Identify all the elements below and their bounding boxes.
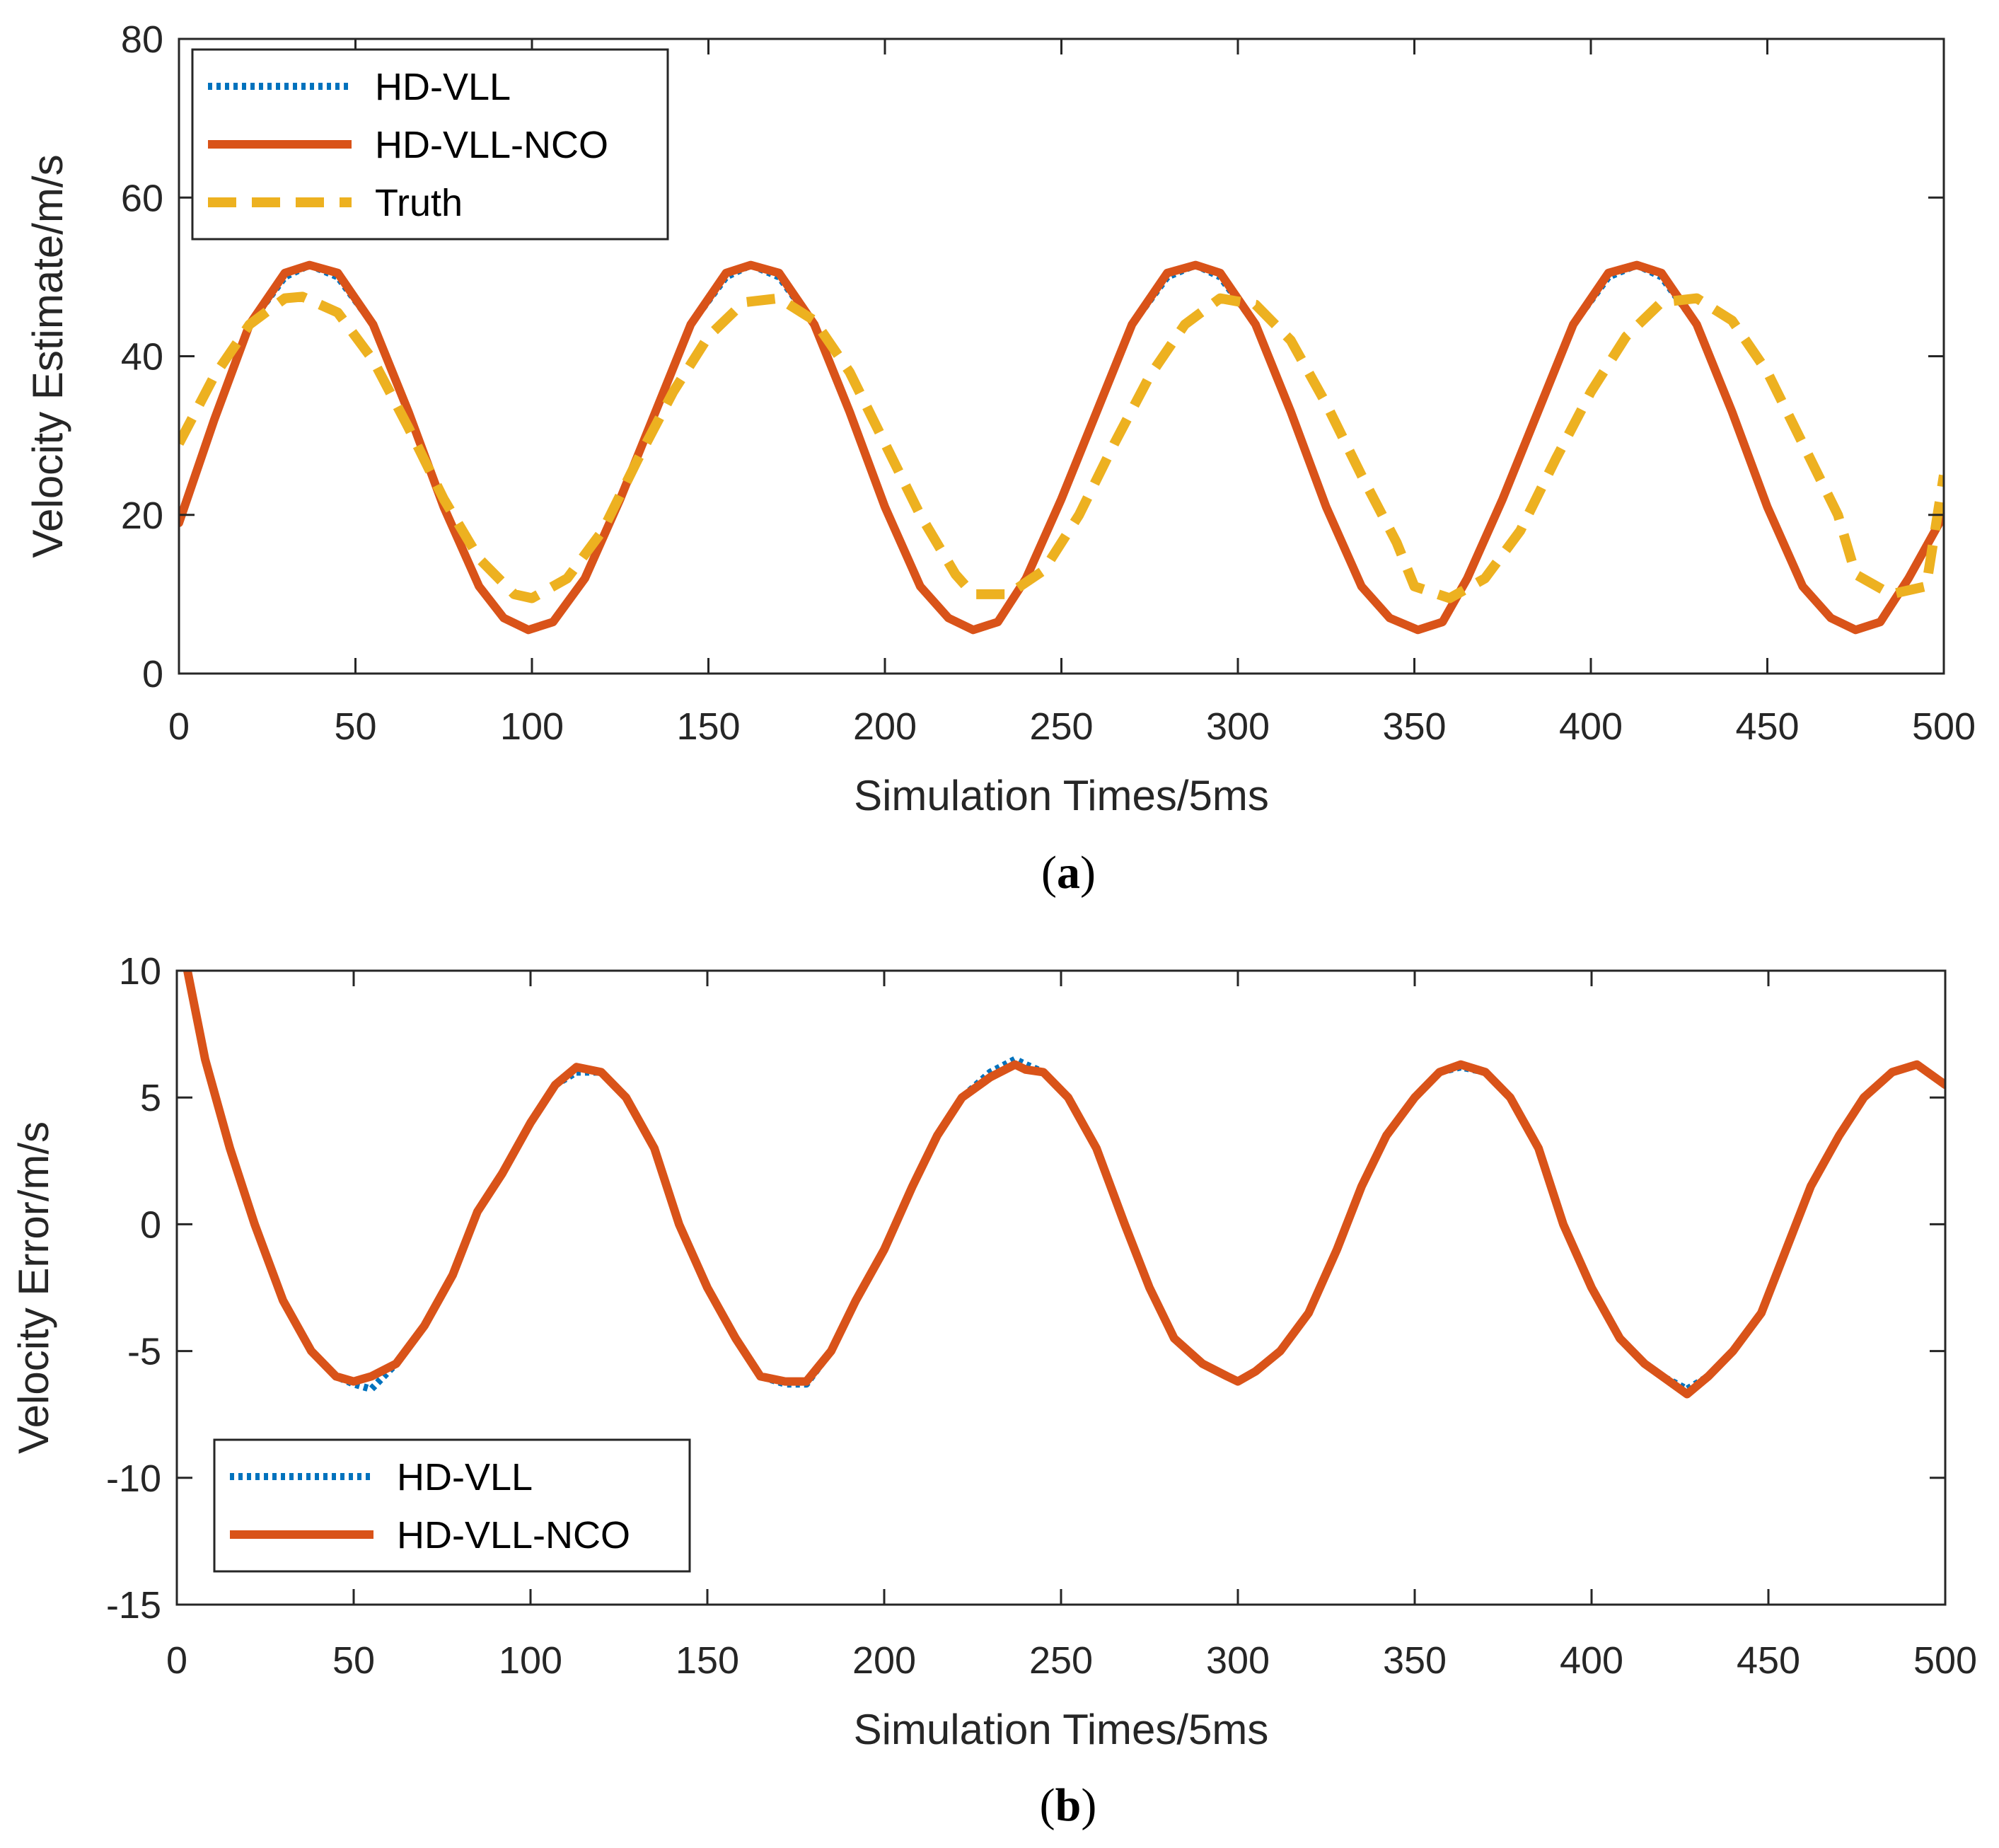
y-tick-label: -5: [127, 1331, 161, 1373]
x-tick-label: 50: [334, 705, 376, 748]
legend: HD-VLL HD-VLL-NCO: [213, 1438, 691, 1573]
y-axis-label: Velocity Estimate/m/s: [24, 154, 71, 558]
panel-a-chart: 0 50 100 150 200 250 300 350 400 450 500 0 20 40 60 80 S…: [24, 18, 1976, 899]
y-tick-label: -15: [106, 1584, 161, 1627]
caption-close-paren: ): [1080, 847, 1096, 899]
y-tick-label: 10: [119, 950, 161, 993]
x-tick-label: 350: [1382, 705, 1446, 748]
y-axis-label: Velocity Error/m/s: [10, 1121, 57, 1454]
legend-label: HD-VLL: [397, 1456, 533, 1498]
x-tick-label: 150: [676, 705, 740, 748]
caption-open-paren: (: [1041, 847, 1057, 899]
legend: HD-VLL HD-VLL-NCO Truth: [191, 48, 669, 241]
y-tick-label: 0: [140, 1203, 161, 1246]
x-tick-label: 450: [1735, 705, 1799, 748]
legend-box: [213, 1438, 691, 1573]
x-tick-label: 400: [1560, 1639, 1623, 1682]
x-tick-label: 300: [1206, 705, 1270, 748]
x-tick-label: 250: [1029, 1639, 1093, 1682]
x-axis-label: Simulation Times/5ms: [854, 1706, 1269, 1753]
x-tick-label: 350: [1383, 1639, 1447, 1682]
x-tick-label: 450: [1737, 1639, 1800, 1682]
x-tick-label: 250: [1029, 705, 1093, 748]
x-tick-label: 400: [1559, 705, 1623, 748]
y-tick-label: 80: [121, 18, 163, 61]
y-tick-label: 0: [142, 653, 163, 695]
x-tick-label: 150: [676, 1639, 739, 1682]
legend-label: HD-VLL-NCO: [375, 124, 608, 166]
x-tick-label: 100: [499, 1639, 562, 1682]
series-line-hd-vll-nco: [183, 971, 1945, 1399]
panel-caption: (a): [1041, 847, 1096, 899]
caption-close-paren: ): [1081, 1779, 1096, 1831]
series-line-hd-vll-nco: [179, 260, 1944, 635]
y-tick-label: 5: [140, 1077, 161, 1119]
legend-label: HD-VLL: [375, 66, 511, 108]
x-tick-label: 200: [853, 705, 917, 748]
x-tick-label: 0: [168, 705, 190, 748]
x-tick-label: 500: [1912, 705, 1976, 748]
caption-letter: a: [1057, 847, 1080, 899]
caption-open-paren: (: [1040, 1779, 1055, 1831]
y-tick-label: 20: [121, 495, 163, 537]
y-tick-label: 60: [121, 177, 163, 219]
panel-caption: (b): [1040, 1779, 1097, 1831]
y-tick-label: -10: [106, 1457, 161, 1500]
x-tick-label: 0: [166, 1639, 187, 1682]
x-tick-label: 200: [852, 1639, 916, 1682]
caption-letter: b: [1055, 1779, 1082, 1831]
panel-b-chart: 0 50 100 150 200 250 300 350 400 450 500 -15 -10 -5 0 5…: [10, 950, 1977, 1831]
series-line-truth: [179, 291, 1944, 604]
legend-label: Truth: [375, 182, 463, 224]
y-tick-label: 40: [121, 336, 163, 379]
x-tick-label: 300: [1206, 1639, 1270, 1682]
legend-label: HD-VLL-NCO: [397, 1514, 630, 1557]
x-tick-label: 50: [332, 1639, 375, 1682]
plot-area: [179, 260, 1944, 635]
x-tick-label: 500: [1913, 1639, 1977, 1682]
plot-area: [183, 971, 1945, 1399]
x-tick-label: 100: [500, 705, 564, 748]
x-axis-label: Simulation Times/5ms: [854, 772, 1269, 819]
